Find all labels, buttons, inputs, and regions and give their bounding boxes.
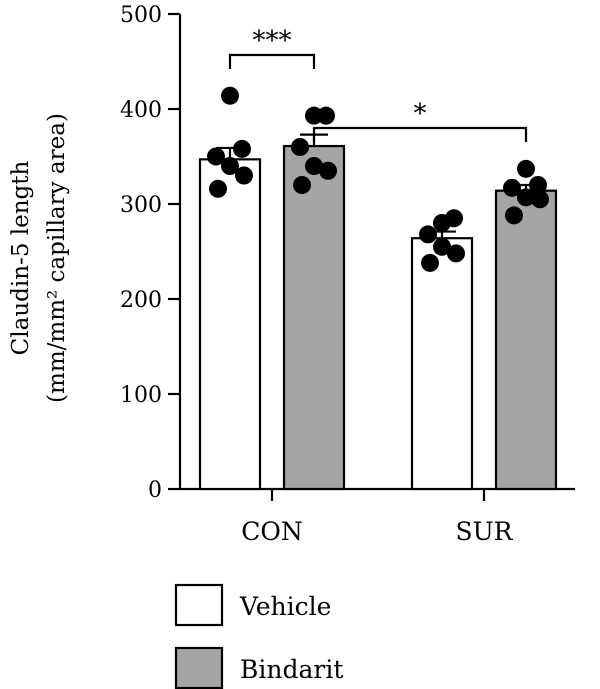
x-tick-label: SUR [455,517,513,546]
x-axis: CON SUR [180,487,575,546]
bar [410,237,474,491]
data-points [207,86,549,272]
data-point [517,188,535,207]
data-point [305,157,323,175]
x-tick-label: CON [241,517,303,546]
significance-bracket [228,53,316,69]
legend-label: Bindarit [240,655,343,684]
legend-label: Vehicle [239,592,331,621]
y-tick-label: 0 [148,478,162,503]
data-point [319,161,337,180]
data-point [421,253,439,272]
bars [198,133,558,491]
data-point [291,138,309,156]
data-point [317,106,335,125]
bar [198,158,262,491]
data-point [233,139,251,158]
y-axis-label-line-2: (mm/mm² capillary area) [44,113,70,403]
data-point [235,166,253,185]
bar [494,189,558,491]
data-point [433,237,451,256]
y-tick-label: 300 [120,193,162,218]
data-point [445,209,463,228]
data-point [207,147,225,166]
y-tick-label: 200 [120,288,162,313]
data-point [503,178,521,197]
y-axis: 0 100 200 300 400 500 [120,3,182,503]
data-point [529,176,547,194]
y-axis-label: Claudin-5 length (mm/mm² capillary area) [8,113,70,403]
data-point [419,225,437,244]
data-point [517,159,535,178]
y-tick-label: 100 [120,383,162,408]
significance-label: *** [253,26,292,56]
data-point [505,206,523,225]
significance-label: * [414,99,427,129]
significance-bracket [312,126,528,142]
y-axis-label-line-1: Claudin-5 length [8,160,34,355]
data-point [531,190,549,209]
legend-swatch [174,646,224,689]
data-point [209,179,227,198]
y-tick-label: 400 [120,98,162,123]
data-point [221,157,239,175]
legend-swatch [174,583,224,627]
y-tick-label: 500 [120,3,162,28]
data-point [447,244,465,263]
data-point [221,86,239,105]
data-point [293,176,311,194]
legend: Vehicle Bindarit [174,583,343,689]
significance-brackets: **** [228,26,528,142]
bar [282,144,346,491]
